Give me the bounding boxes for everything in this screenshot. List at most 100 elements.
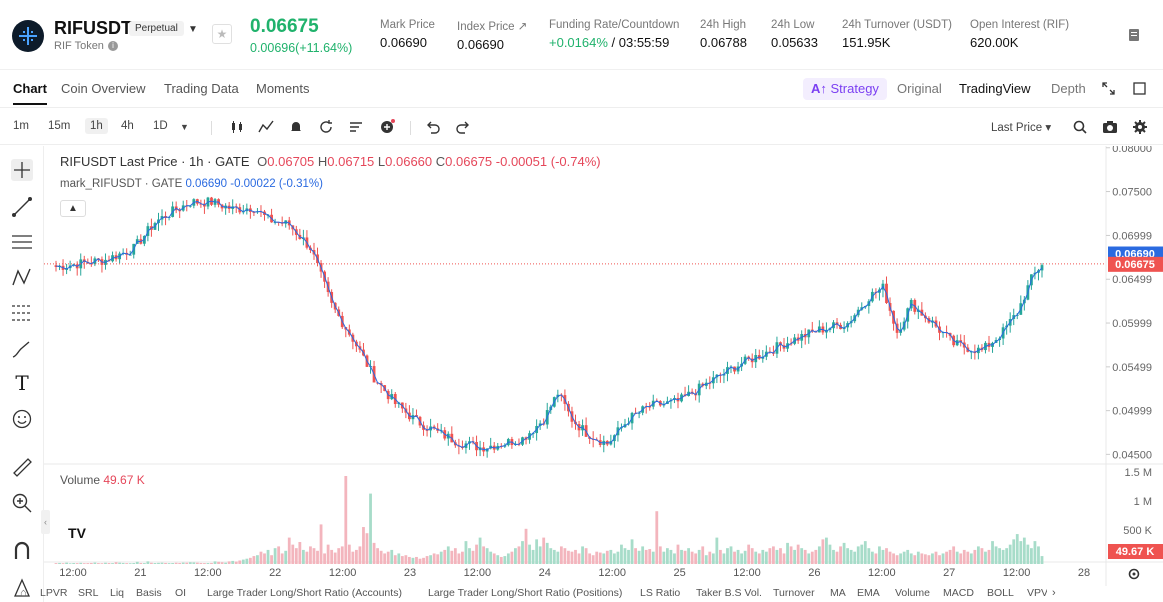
interval-1d[interactable]: 1D <box>153 120 168 132</box>
window-icon[interactable] <box>1133 82 1146 95</box>
tradingview-logo[interactable]: TV <box>62 522 92 544</box>
tab-original[interactable]: Original <box>897 81 942 96</box>
crosshair-icon[interactable] <box>11 159 33 181</box>
magnet-icon[interactable] <box>11 540 33 562</box>
symbol-dropdown-chevron-icon[interactable]: ▼ <box>188 24 198 35</box>
legend-h-label: H <box>317 154 328 169</box>
x-tick-label: 12:00 <box>329 567 357 579</box>
price-type-select[interactable]: Last Price ▾ <box>991 122 1052 134</box>
horizontal-lines-icon[interactable] <box>11 231 33 253</box>
stat-24h-turnover: 24h Turnover (USDT) 151.95K <box>842 19 952 50</box>
scroll-right-chevron-icon[interactable]: › <box>1052 587 1056 599</box>
interval-15m[interactable]: 15m <box>48 120 71 132</box>
tab-chart[interactable]: Chart <box>13 81 47 105</box>
volume-bar <box>969 553 973 564</box>
volume-bar <box>747 544 751 564</box>
redo-icon[interactable] <box>455 119 471 135</box>
volume-bar <box>54 563 58 564</box>
lock-drawings-icon[interactable] <box>11 576 33 598</box>
volume-bar <box>443 549 447 564</box>
volume-bar <box>351 551 355 564</box>
volume-bar <box>750 548 754 564</box>
interval-1m[interactable]: 1m <box>13 120 29 132</box>
indicator-turnover[interactable]: Turnover <box>773 587 815 599</box>
tab-coin-overview[interactable]: Coin Overview <box>61 81 146 96</box>
indicator-taker-vol[interactable]: Taker B.S Vol. <box>696 587 762 599</box>
fullscreen-icon[interactable] <box>1102 82 1115 95</box>
indicators-icon[interactable] <box>258 119 274 135</box>
indicator-basis[interactable]: Basis <box>136 587 162 599</box>
indicator-vpvr[interactable]: VPVR <box>1027 587 1047 599</box>
camera-icon[interactable] <box>1102 119 1118 135</box>
volume-bar <box>595 551 599 564</box>
replay-icon[interactable] <box>318 119 334 135</box>
expand-icon[interactable]: ⌂ <box>20 587 27 599</box>
volume-bar <box>252 556 256 564</box>
volume-bar <box>79 562 83 564</box>
emoji-icon[interactable] <box>11 408 33 430</box>
interval-1h[interactable]: 1h <box>85 118 108 134</box>
volume-bar <box>100 563 104 564</box>
volume-bar <box>711 553 715 564</box>
collapse-toolbar-chevron-icon[interactable]: ‹ <box>41 510 50 534</box>
interval-4h[interactable]: 4h <box>121 120 134 132</box>
indicator-ma[interactable]: MA <box>830 587 846 599</box>
chart-settings-gear-icon[interactable] <box>1127 567 1141 581</box>
volume-bar <box>821 539 825 564</box>
indicator-ls-ratio[interactable]: LS Ratio <box>640 587 681 599</box>
x-tick-label: 12:00 <box>59 567 87 579</box>
indicator-ema[interactable]: EMA <box>857 587 880 599</box>
tab-moments[interactable]: Moments <box>256 81 310 96</box>
volume-bar <box>1019 541 1023 564</box>
zoom-in-icon[interactable] <box>11 492 33 514</box>
indicator-boll[interactable]: BOLL <box>987 587 1014 599</box>
volume-bar <box>895 555 899 564</box>
volume-bar <box>810 551 814 564</box>
indicator-macd[interactable]: MACD <box>943 587 974 599</box>
indicator-ls-accounts[interactable]: Large Trader Long/Short Ratio (Accounts) <box>207 587 402 599</box>
indicator-volume[interactable]: Volume <box>895 587 931 599</box>
indicator-srl[interactable]: SRL <box>78 587 99 599</box>
x-tick-label: 21 <box>134 567 146 579</box>
indicator-ls-positions[interactable]: Large Trader Long/Short Ratio (Positions… <box>428 587 623 599</box>
pattern-icon[interactable] <box>11 266 33 288</box>
ruler-icon[interactable] <box>11 456 33 478</box>
x-tick-label: 24 <box>539 567 551 579</box>
volume-bar <box>598 552 602 564</box>
candle-type-icon[interactable] <box>229 119 245 135</box>
price-chart[interactable]: 0.08000 0.07500 0.06999 0.06499 0.05999 0.054… <box>44 146 1163 586</box>
volume-bar <box>185 562 189 564</box>
y-tick-label: 0.05999 <box>1112 318 1152 330</box>
add-plus-icon[interactable] <box>379 119 395 135</box>
notes-icon[interactable] <box>1127 28 1141 42</box>
search-icon[interactable] <box>1072 119 1088 135</box>
trend-line-icon[interactable] <box>11 196 33 218</box>
volume-bar <box>772 546 775 564</box>
stat-index-price[interactable]: Index Price ↗ 0.06690 <box>457 19 527 52</box>
alert-icon[interactable] <box>288 119 304 135</box>
fibonacci-icon[interactable] <box>11 302 33 324</box>
volume-bar <box>899 553 903 564</box>
tab-depth[interactable]: Depth <box>1051 81 1086 96</box>
strategy-button[interactable]: A↑ Strategy <box>803 78 887 100</box>
chart-area[interactable]: 0.08000 0.07500 0.06999 0.06499 0.05999 0.054… <box>44 146 1163 602</box>
volume-bar <box>354 549 358 564</box>
symbol-title[interactable]: RIFUSDT <box>54 18 132 38</box>
volume-bar <box>287 537 291 564</box>
settings-gear-icon[interactable] <box>1132 119 1148 135</box>
templates-icon[interactable] <box>348 119 364 135</box>
indicator-oi[interactable]: OI <box>175 587 187 599</box>
indicator-liq[interactable]: Liq <box>110 587 125 599</box>
brush-icon[interactable] <box>11 338 33 360</box>
collapse-legend-chevron-up-icon[interactable]: ▲ <box>60 200 86 217</box>
volume-bar <box>683 550 687 564</box>
indicator-lpvr[interactable]: LPVR <box>40 587 68 599</box>
interval-dropdown-chevron-icon[interactable]: ▼ <box>180 122 189 132</box>
undo-icon[interactable] <box>425 119 441 135</box>
tab-tradingview[interactable]: TradingView <box>959 81 1031 96</box>
tab-trading-data[interactable]: Trading Data <box>164 81 239 96</box>
volume-bar <box>256 555 259 564</box>
text-tool-icon[interactable]: T <box>15 371 29 395</box>
info-icon[interactable]: i <box>108 41 118 51</box>
favorite-star-icon[interactable]: ★ <box>212 24 232 44</box>
